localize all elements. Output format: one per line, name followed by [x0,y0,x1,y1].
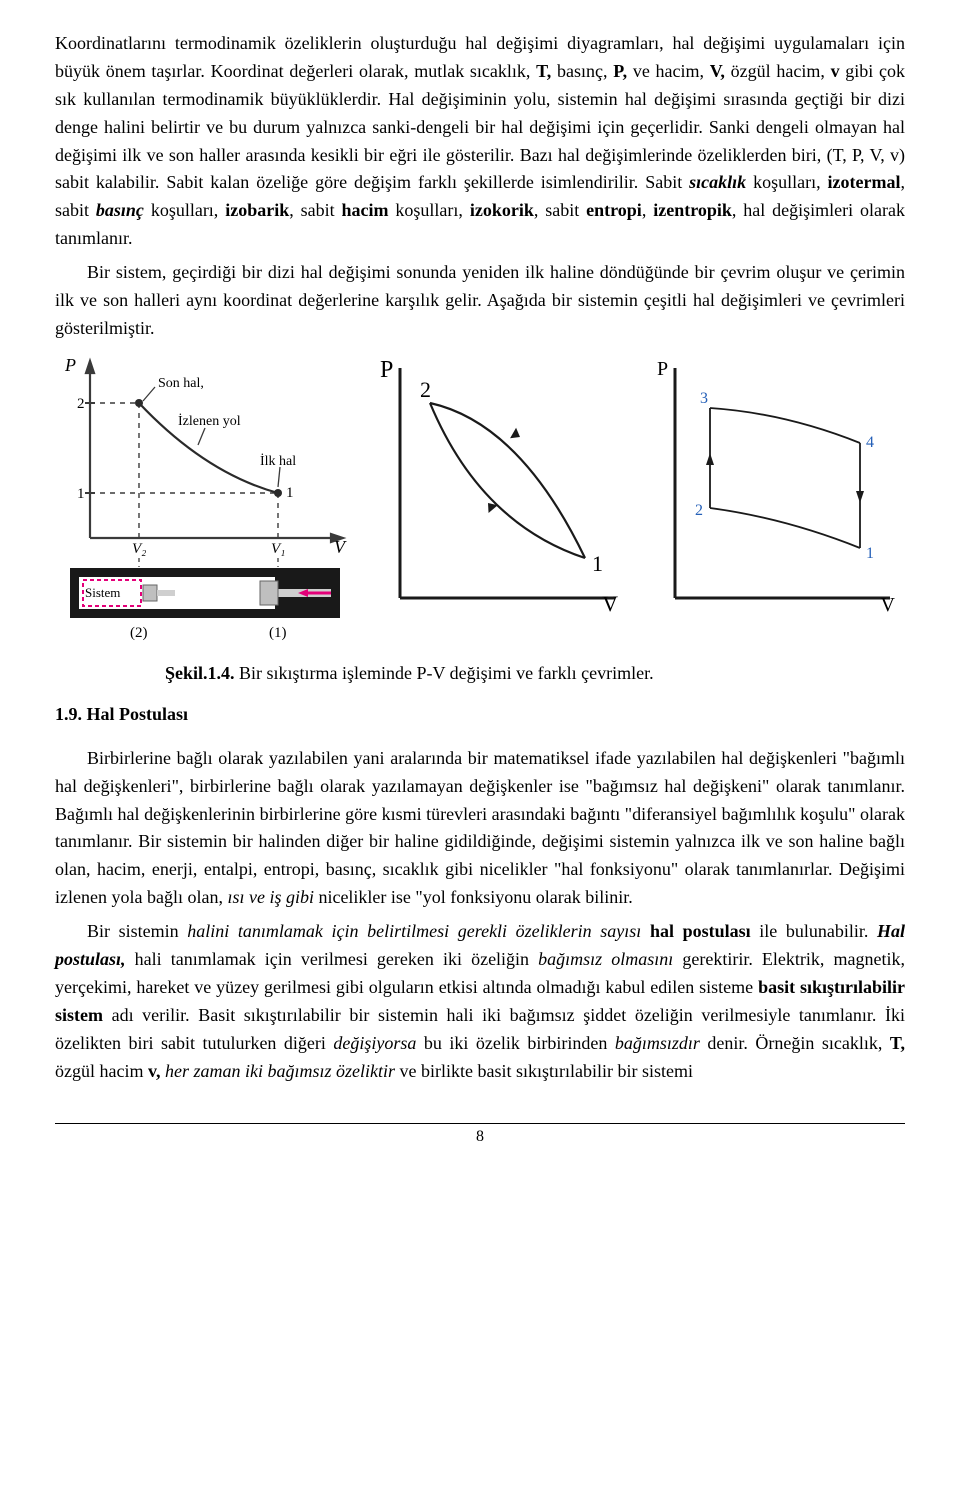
figure-caption: Şekil.1.4. Bir sıkıştırma işleminde P-V … [165,663,905,684]
f2-ylabel: P [380,357,393,383]
f1-mark1: (1) [269,625,287,641]
p3-i1: ısı ve iş gibi [227,887,314,907]
f1-v1: V₁ [271,541,285,557]
f3-xlabel: V [881,594,896,616]
p4-b4: v, [148,1061,161,1081]
p1-b6: izobarik [225,200,289,220]
p1-t6: koşulları, [746,172,827,192]
p4-i4: bağımsızdır [615,1033,700,1053]
figure-1: P V 2 1 1 Son hal, İzlenen yol İlk hal V… [55,353,355,653]
p1-b1: T, [536,61,551,81]
p1-b5: izotermal [828,172,901,192]
p1-b8: izokorik [470,200,534,220]
para-4: Bir sistemin halini tanımlamak için beli… [55,918,905,1085]
f3-n1: 1 [866,545,874,562]
f1-v2: V₂ [132,541,146,557]
p4-t2 [641,921,650,941]
p1-t11: , sabit [534,200,586,220]
p1-t10: koşulları, [389,200,470,220]
p4-t9: özgül hacim [55,1061,148,1081]
para-1: Koordinatlarını termodinamik özeliklerin… [55,30,905,253]
p1-b2: P, [613,61,627,81]
p4-t11: ve birlikte basit sıkıştırılabilir bir s… [395,1061,693,1081]
p4-t1: Bir sistemin [87,921,187,941]
figure-3: P V 2 3 4 1 [645,353,905,633]
p4-i5: her zaman iki bağımsız özeliktir [165,1061,395,1081]
f3-ylabel: P [657,358,668,380]
p1-b3: V, [710,61,725,81]
f1-p1: 1 [286,485,294,501]
f3-n2: 2 [695,502,703,519]
p1-t8: koşulları, [144,200,225,220]
p1-b9: entropi [586,200,642,220]
figure-row: P V 2 1 1 Son hal, İzlenen yol İlk hal V… [55,353,905,653]
p1-t12: , [642,200,653,220]
p4-i3: değişiyorsa [333,1033,416,1053]
f1-izlenen: İzlenen yol [178,413,241,429]
p1-t3: ve hacim, [627,61,710,81]
p1-t9: , sabit [289,200,341,220]
f3-n4: 4 [866,434,874,451]
footer-rule [55,1123,905,1124]
f1-p1y: 1 [77,486,85,502]
p1-t4: özgül hacim, [725,61,831,81]
p1-bi1: sıcaklık [689,172,746,192]
p1-b4: v [831,61,840,81]
f2-xlabel: V [602,591,618,616]
f1-mark2: (2) [130,625,148,641]
p3-t2: nicelikler ise "yol fonksiyonu olarak bi… [314,887,633,907]
p4-t4: hali tanımlamak için verilmesi gereken i… [126,949,539,969]
f3-n3: 3 [700,390,708,407]
p1-bi2: basınç [96,200,144,220]
para-2: Bir sistem, geçirdiği bir dizi hal değiş… [55,259,905,343]
f1-son: Son hal, [158,376,204,391]
section-heading: 1.9. Hal Postulası [55,704,905,725]
p4-i1: halini tanımlamak için belirtilmesi gere… [187,921,641,941]
page: Koordinatlarını termodinamik özeliklerin… [0,0,960,1176]
f1-p2: 2 [77,396,85,412]
p4-i2: bağımsız olmasını [538,949,673,969]
p1-b7: hacim [342,200,389,220]
p4-b3: T, [890,1033,905,1053]
p4-b1: hal postulası [650,921,751,941]
p1-t2: basınç, [551,61,613,81]
p4-t3: ile bulunabilir. [751,921,877,941]
caption-rest: Bir sıkıştırma işleminde P-V değişimi ve… [235,663,654,683]
p3-t1: Birbirlerine bağlı olarak yazılabilen ya… [55,748,905,907]
f1-ylabel: P [64,355,76,375]
f1-xlabel: V [334,537,347,557]
page-number: 8 [55,1128,905,1146]
f1-system: Sistem [85,585,120,600]
f2-p2: 2 [420,377,431,402]
figure-2: P V 2 1 [370,353,630,633]
p4-t8: denir. Örneğin sıcaklık, [700,1033,890,1053]
p1-b10: izentropik [653,200,732,220]
f1-ilk: İlk hal [260,453,296,469]
p4-t7: bu iki özelik birbirinden [416,1033,614,1053]
para-3: Birbirlerine bağlı olarak yazılabilen ya… [55,745,905,912]
caption-bold: Şekil.1.4. [165,663,235,683]
f2-p1: 1 [592,551,603,576]
